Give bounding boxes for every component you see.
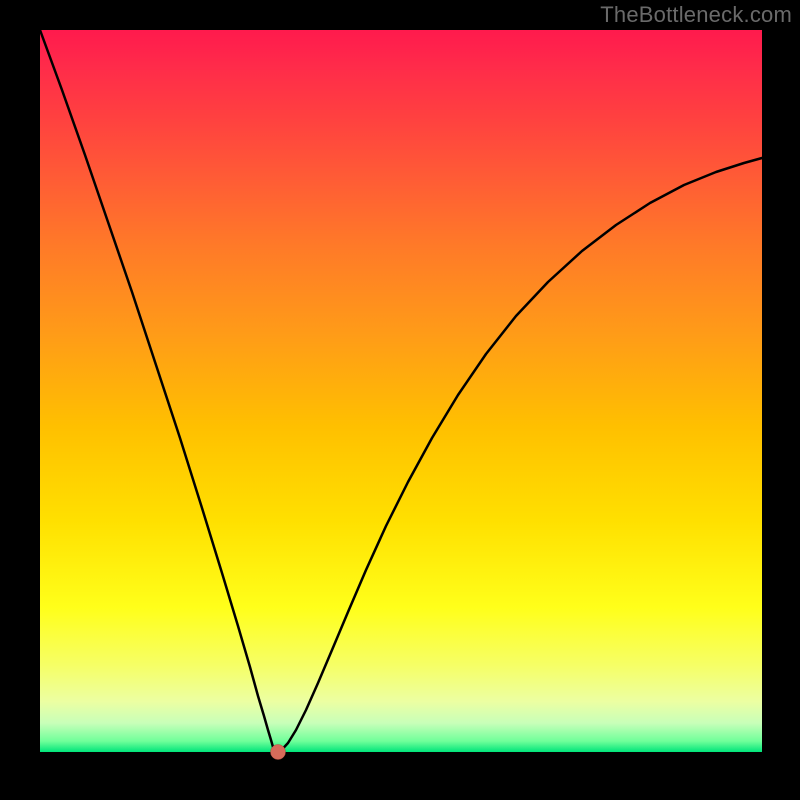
plot-area	[40, 30, 762, 752]
optimum-marker	[271, 745, 286, 760]
watermark-label: TheBottleneck.com	[600, 2, 792, 28]
chart-container: TheBottleneck.com	[0, 0, 800, 800]
bottleneck-chart	[0, 0, 800, 800]
